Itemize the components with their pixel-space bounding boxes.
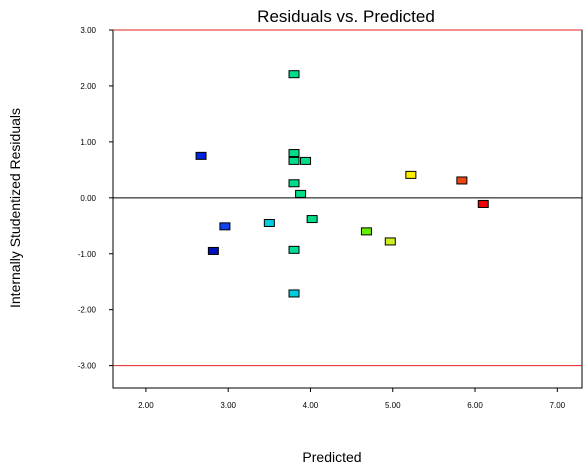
- x-tick-label: 6.00: [467, 401, 483, 410]
- data-point: [288, 245, 300, 254]
- data-point: [405, 170, 417, 179]
- y-tick-label: 2.00: [80, 82, 96, 91]
- x-tick-label: 3.00: [220, 401, 236, 410]
- data-point: [288, 70, 300, 79]
- data-points: [195, 70, 489, 298]
- y-tick-label: -2.00: [78, 306, 97, 315]
- y-axis-title: Internally Studentized Residuals: [7, 108, 23, 308]
- y-tick-label: 3.00: [80, 26, 96, 35]
- chart-title: Residuals vs. Predicted: [257, 7, 435, 26]
- plot-frame: [112, 29, 583, 389]
- data-point: [288, 289, 300, 298]
- data-point: [384, 237, 396, 246]
- data-point: [288, 156, 300, 165]
- y-tick-label: -1.00: [78, 250, 97, 259]
- y-tick-label: 0.00: [80, 194, 96, 203]
- data-point: [219, 222, 231, 231]
- y-axis-ticks: 3.00 2.00 1.00 0.00 -1.00 -2.00 -3.00: [78, 26, 113, 371]
- x-tick-label: 2.00: [138, 401, 154, 410]
- data-point: [477, 199, 489, 208]
- data-point: [195, 151, 207, 160]
- data-point: [295, 189, 307, 198]
- data-point: [263, 218, 275, 227]
- data-point: [360, 227, 372, 236]
- x-tick-label: 5.00: [385, 401, 401, 410]
- y-tick-label: -3.00: [78, 362, 97, 371]
- x-axis-ticks: 2.00 3.00 4.00 5.00 6.00 7.00: [138, 388, 566, 410]
- plot-area: [112, 29, 583, 389]
- x-tick-label: 7.00: [550, 401, 566, 410]
- data-point: [288, 149, 300, 158]
- data-point: [306, 215, 318, 224]
- data-point: [456, 176, 468, 185]
- data-point: [207, 246, 219, 255]
- reference-lines: [113, 29, 582, 367]
- data-point: [300, 156, 312, 165]
- x-axis-title: Predicted: [302, 449, 361, 465]
- data-point: [288, 179, 300, 188]
- y-tick-label: 1.00: [80, 138, 96, 147]
- x-tick-label: 4.00: [303, 401, 319, 410]
